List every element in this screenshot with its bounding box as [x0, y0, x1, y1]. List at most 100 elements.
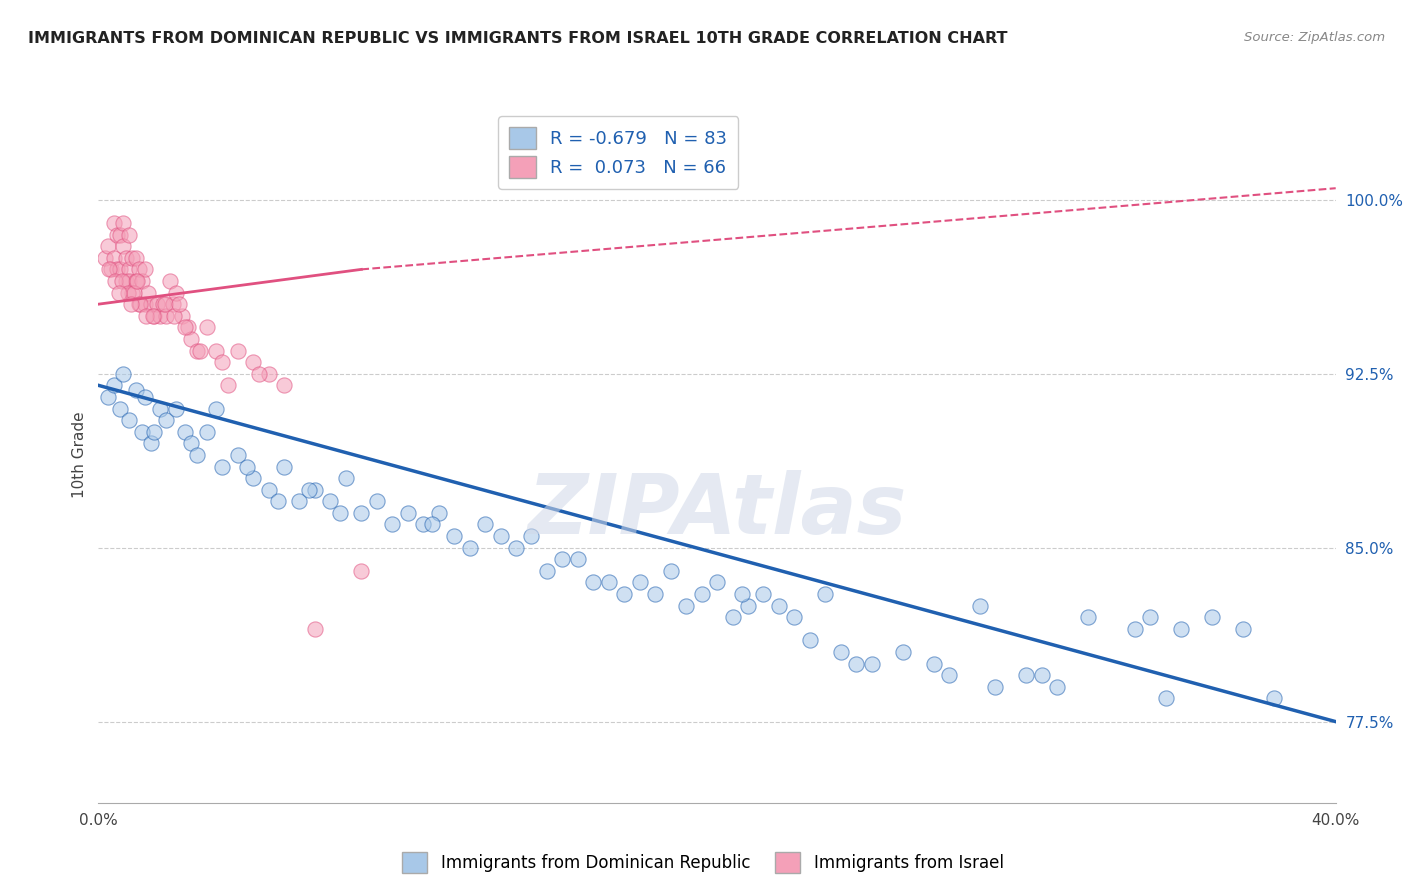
Point: [273, 459, 295, 474]
Point: [520, 529, 543, 543]
Point: [107, 285, 129, 300]
Point: [127, 274, 149, 288]
Point: [118, 227, 141, 242]
Point: [288, 494, 311, 508]
Point: [298, 483, 321, 497]
Point: [139, 297, 162, 311]
Point: [474, 517, 496, 532]
Point: [211, 459, 233, 474]
Point: [1046, 680, 1069, 694]
Legend: R = -0.679   N = 83, R =  0.073   N = 66: R = -0.679 N = 83, R = 0.073 N = 66: [498, 116, 738, 189]
Point: [112, 367, 135, 381]
Point: [304, 483, 326, 497]
Point: [427, 506, 450, 520]
Point: [112, 216, 135, 230]
Point: [177, 320, 200, 334]
Legend: Immigrants from Dominican Republic, Immigrants from Israel: Immigrants from Dominican Republic, Immi…: [395, 846, 1011, 880]
Point: [149, 309, 172, 323]
Point: [1123, 622, 1146, 636]
Point: [783, 610, 806, 624]
Point: [190, 343, 212, 358]
Point: [737, 599, 759, 613]
Point: [1170, 622, 1192, 636]
Point: [122, 285, 145, 300]
Point: [108, 227, 131, 242]
Point: [131, 274, 153, 288]
Point: [814, 587, 837, 601]
Point: [118, 413, 141, 427]
Point: [155, 413, 177, 427]
Point: [1232, 622, 1254, 636]
Point: [236, 459, 259, 474]
Point: [170, 309, 193, 323]
Point: [217, 378, 239, 392]
Point: [350, 506, 373, 520]
Point: [891, 645, 914, 659]
Point: [117, 285, 139, 300]
Point: [860, 657, 883, 671]
Point: [536, 564, 558, 578]
Point: [104, 274, 127, 288]
Point: [731, 587, 754, 601]
Point: [1077, 610, 1099, 624]
Point: [165, 401, 187, 416]
Point: [706, 575, 728, 590]
Point: [267, 494, 290, 508]
Point: [97, 390, 120, 404]
Point: [118, 262, 141, 277]
Point: [567, 552, 589, 566]
Text: IMMIGRANTS FROM DOMINICAN REPUBLIC VS IMMIGRANTS FROM ISRAEL 10TH GRADE CORRELAT: IMMIGRANTS FROM DOMINICAN REPUBLIC VS IM…: [28, 31, 1008, 46]
Point: [108, 262, 131, 277]
Point: [205, 401, 228, 416]
Point: [115, 251, 138, 265]
Text: ZIPAtlas: ZIPAtlas: [527, 470, 907, 551]
Point: [152, 297, 174, 311]
Point: [242, 355, 264, 369]
Point: [226, 343, 249, 358]
Point: [174, 425, 197, 439]
Point: [273, 378, 295, 392]
Point: [195, 425, 218, 439]
Point: [396, 506, 419, 520]
Point: [115, 274, 138, 288]
Point: [458, 541, 481, 555]
Point: [845, 657, 868, 671]
Point: [121, 251, 143, 265]
Point: [205, 343, 228, 358]
Point: [329, 506, 352, 520]
Point: [489, 529, 512, 543]
Point: [752, 587, 775, 601]
Point: [1154, 691, 1177, 706]
Point: [1031, 668, 1053, 682]
Point: [149, 401, 172, 416]
Point: [690, 587, 713, 601]
Point: [167, 297, 190, 311]
Point: [443, 529, 465, 543]
Point: [226, 448, 249, 462]
Point: [422, 517, 444, 532]
Point: [124, 383, 146, 397]
Point: [984, 680, 1007, 694]
Point: [111, 274, 132, 288]
Point: [257, 367, 280, 381]
Point: [211, 355, 233, 369]
Point: [304, 622, 326, 636]
Point: [141, 309, 165, 323]
Point: [93, 251, 115, 265]
Point: [120, 297, 142, 311]
Point: [180, 332, 202, 346]
Point: [799, 633, 821, 648]
Point: [257, 483, 280, 497]
Point: [186, 448, 208, 462]
Point: [195, 320, 218, 334]
Point: [598, 575, 620, 590]
Point: [1015, 668, 1038, 682]
Point: [159, 274, 181, 288]
Point: [165, 285, 187, 300]
Point: [659, 564, 682, 578]
Point: [134, 390, 156, 404]
Y-axis label: 10th Grade: 10th Grade: [72, 411, 87, 499]
Point: [247, 367, 270, 381]
Point: [146, 297, 169, 311]
Point: [366, 494, 388, 508]
